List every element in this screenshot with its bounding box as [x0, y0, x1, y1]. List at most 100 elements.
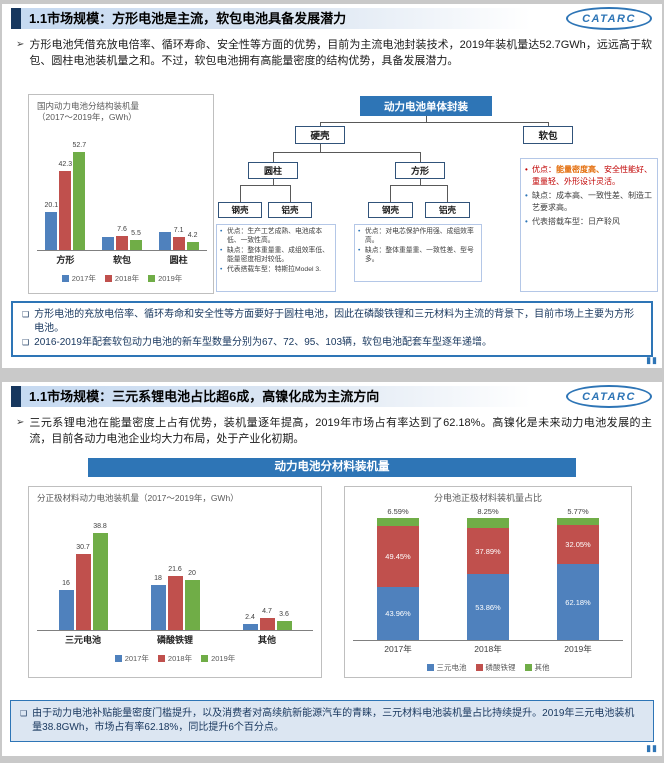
legend-item: 2017年 — [114, 653, 149, 664]
category-label: 2018年 — [474, 644, 502, 655]
connector-line — [426, 116, 427, 122]
key-point-text: 方形电池的充放电倍率、循环寿命和安全性等方面要好于圆柱电池，因此在磷酸铁锂和三元… — [34, 309, 635, 334]
bar: 42.3 — [59, 161, 72, 250]
pouch-advantage-rest: 安全性能好、重量轻、外形设计灵活。 — [532, 165, 652, 186]
node-cell-packaging: 动力电池单体封装 — [360, 96, 492, 116]
legend-swatch — [104, 274, 112, 282]
bar — [102, 236, 114, 250]
segment-value-label: 32.05% — [565, 540, 591, 550]
legend-item: 2018年 — [157, 653, 193, 664]
stacked-bar: 62.18% 32.05% 5.77% — [557, 507, 599, 641]
category-label: 方形 — [56, 254, 75, 265]
bar-value-label: 16 — [62, 580, 70, 588]
chart-plot-area: 16 30.7 38.8 18 21.6 20 2.4 4.7 3.6 — [37, 519, 313, 632]
segment-value-label: 53.86% — [475, 602, 501, 612]
chart-legend: 2017年 2018年 2019年 — [37, 273, 207, 284]
node-steel-case-prismatic: 钢壳 — [368, 202, 413, 218]
note-line: 优点：对电芯保护作用强、成组效率高。 — [358, 228, 478, 246]
category-label: 2017年 — [384, 644, 412, 655]
bullet-dot-icon: • — [525, 217, 528, 227]
key-points-box: ❑ 由于动力电池补贴能量密度门槛提升，以及消费者对高续航新能源汽车的青睐，三元材… — [10, 700, 654, 742]
bar-value-label: 4.7 — [262, 608, 272, 616]
bar-value-label: 20 — [188, 570, 196, 578]
chart-title-line1: 分正极材料动力电池装机量（2017～2019年，GWh） — [37, 493, 239, 503]
slide2-header: 1.1市场规模：三元系锂电池占比超6成，高镍化成为主流方向 CATARC — [2, 385, 662, 409]
pouch-notes: • 优点：能量密度高、安全性能好、重量轻、外形设计灵活。 • 缺点：成本高、一致性差… — [520, 158, 658, 292]
chart-legend: 三元电池 磷酸铁锂 其他 — [353, 662, 623, 673]
chart-category-axis: 三元电池 磷酸铁锂 其他 — [37, 633, 313, 646]
stack-segment: 8.25% — [467, 507, 509, 529]
note-line: 代表搭载车型：特斯拉Model 3. — [220, 266, 332, 275]
bar-group: 2.4 4.7 3.6 — [221, 519, 313, 631]
title-accent-block — [11, 386, 21, 407]
bar — [158, 231, 171, 250]
bar: 7.6 — [116, 226, 128, 250]
legend-swatch — [114, 655, 122, 663]
bar: 3.6 — [276, 611, 292, 631]
bar: 38.8 — [92, 523, 108, 631]
bar: 7.1 — [172, 227, 185, 250]
bar: 2.4 — [242, 614, 258, 631]
bar-value-label: 30.7 — [76, 544, 90, 552]
legend-item: 2019年 — [148, 273, 182, 284]
connector-line — [320, 122, 321, 126]
intro-paragraph: ➢ 三元系锂电池在能量密度上占有优势，装机量逐年提高，2019年市场占有率达到了… — [16, 415, 652, 447]
category-label: 三元电池 — [64, 635, 101, 646]
segment-value-label: 37.89% — [475, 546, 501, 556]
legend-swatch — [426, 664, 434, 672]
pouch-advantage-highlight: 能量密度高、 — [556, 165, 604, 174]
node-pouch: 软包 — [523, 126, 573, 144]
segment-value-label: 43.96% — [385, 608, 411, 618]
bar: 4.2 — [186, 232, 199, 250]
bullet-dot-icon: • — [525, 191, 528, 201]
legend-swatch — [148, 274, 156, 282]
node-hard-shell: 硬壳 — [295, 126, 345, 144]
chart-plot-area: 20.1 42.3 52.7 7.6 5.5 7.1 4.2 — [37, 139, 207, 251]
stack-segment: 49.45% — [377, 526, 419, 587]
pouch-advantage-line: • 优点：能量密度高、安全性能好、重量轻、外形设计灵活。 — [525, 164, 653, 187]
slide-market-size-packaging: 1.1市场规模：方形电池是主流，软包电池具备发展潜力 CATARC ➢ 方形电池… — [2, 4, 662, 368]
category-label: 圆柱 — [169, 254, 188, 265]
legend-swatch — [475, 664, 483, 672]
legend-item: 2017年 — [61, 273, 96, 284]
title-band — [11, 8, 531, 29]
connector-line — [273, 152, 421, 153]
pouch-representative-line: • 代表搭载车型：日产聆风 — [525, 217, 620, 227]
chart-title: 分正极材料动力电池装机量（2017～2019年，GWh） — [37, 493, 313, 504]
key-point-text: 由于动力电池补贴能量密度门槛提升，以及消费者对高续航新能源汽车的青睐，三元材料电… — [32, 708, 635, 733]
key-point-text: 2016-2019年配套软包动力电池的新车型数量分别为67、72、95、103辆… — [34, 337, 493, 348]
bar-group: 18 21.6 20 — [129, 519, 221, 631]
stacked-bar: 53.86% 37.89% 8.25% — [467, 507, 509, 641]
battery-packaging-diagram: 动力电池单体封装 硬壳 软包 圆柱 方形 钢壳 铝壳 钢壳 铝壳 — [216, 92, 660, 298]
bar-group: 7.1 4.2 — [150, 139, 207, 250]
legend-item: 2018年 — [104, 273, 139, 284]
bar-value-label: 38.8 — [93, 523, 107, 531]
legend-swatch — [61, 274, 69, 282]
bar-value-label: 7.1 — [173, 226, 184, 234]
connector-line — [240, 185, 291, 186]
bar-value-label: 4.2 — [187, 231, 198, 239]
legend-item: 其他 — [524, 662, 550, 673]
chart-legend: 2017年 2018年 2019年 — [37, 653, 313, 664]
square-bullet-icon: ❑ — [22, 338, 30, 347]
square-bullet-icon: ❑ — [22, 310, 30, 319]
bar: 30.7 — [75, 544, 91, 631]
connector-line — [240, 185, 241, 202]
bar-value-label: 3.6 — [279, 611, 289, 619]
connector-line — [320, 122, 549, 123]
slide-market-size-materials: 1.1市场规模：三元系锂电池占比超6成，高镍化成为主流方向 CATARC ➢ 三… — [2, 382, 662, 756]
category-label: 磷酸铁锂 — [156, 635, 193, 646]
legend-label: 2018年 — [167, 654, 193, 664]
connector-line — [447, 185, 448, 202]
key-point: ❑ 由于动力电池补贴能量密度门槛提升，以及消费者对高续航新能源汽车的青睐，三元材… — [20, 707, 644, 735]
chart-title: 分电池正极材料装机量占比 — [353, 492, 623, 504]
node-steel-case-cylindrical: 钢壳 — [218, 202, 262, 218]
stack-segment: 43.96% — [377, 586, 419, 641]
stack-segment: 53.86% — [467, 574, 509, 641]
material-installed-capacity-chart: 分正极材料动力电池装机量（2017～2019年，GWh） 16 30.7 38.8 1… — [28, 486, 322, 678]
bar-value-label: 2.4 — [245, 614, 255, 622]
stack-group: 53.86% 37.89% 8.25% — [443, 507, 533, 641]
key-points-box: ❑ 方形电池的充放电倍率、循环寿命和安全性等方面要好于圆柱电池，因此在磷酸铁锂和… — [11, 301, 653, 357]
legend-label: 2019年 — [211, 654, 236, 664]
bar-group: 7.6 5.5 — [94, 139, 151, 250]
